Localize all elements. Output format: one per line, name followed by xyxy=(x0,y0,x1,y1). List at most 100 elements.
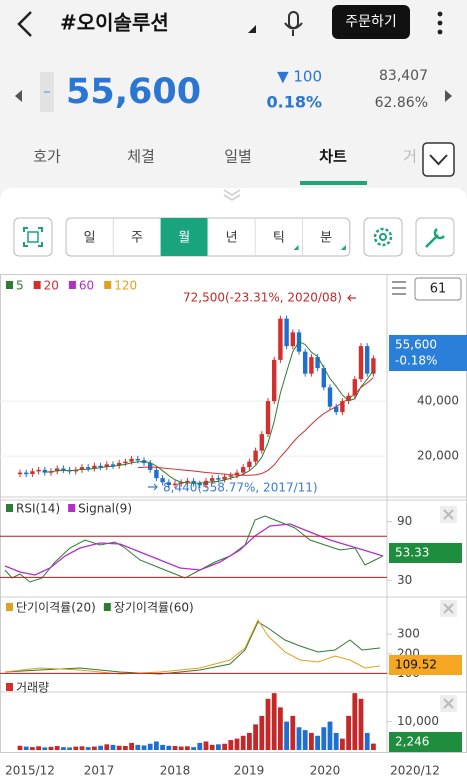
candle xyxy=(234,472,240,476)
candle xyxy=(55,468,60,472)
tab[interactable]: 거 xyxy=(403,148,417,166)
volume-bar xyxy=(110,744,116,750)
rsi-line xyxy=(4,515,384,583)
volume-bar xyxy=(141,745,147,750)
tab[interactable]: 차트 xyxy=(319,148,347,166)
volume-bar xyxy=(265,698,271,750)
candle xyxy=(327,387,333,407)
legend-swatch xyxy=(104,281,112,289)
close-icon xyxy=(443,603,454,614)
period-button[interactable]: 주 xyxy=(131,231,143,246)
candle xyxy=(247,461,252,468)
volume-bar xyxy=(358,698,364,750)
y-tick-label: 90 xyxy=(397,514,412,528)
candle xyxy=(272,359,277,402)
period-button[interactable]: 분 xyxy=(320,231,332,246)
candle xyxy=(61,468,66,470)
chart-menu-icon[interactable] xyxy=(392,281,406,295)
volume-bar xyxy=(17,745,23,750)
volume-bar xyxy=(209,744,215,750)
volume-bar xyxy=(340,738,345,750)
count-box[interactable] xyxy=(414,277,462,301)
order-button[interactable] xyxy=(332,5,410,39)
candle xyxy=(371,358,376,374)
back-button[interactable] xyxy=(17,11,32,37)
volume-bar xyxy=(197,742,203,750)
low-arrow xyxy=(148,483,158,491)
period-corner xyxy=(340,245,346,250)
volume-bar xyxy=(104,744,110,750)
current-value: 2,246 xyxy=(395,735,429,749)
candle xyxy=(160,478,165,483)
volume-bar xyxy=(85,747,91,750)
legend-swatch xyxy=(68,504,76,512)
count[interactable]: 61 xyxy=(430,282,447,297)
volume-bar xyxy=(172,746,178,750)
volume-bar xyxy=(315,735,320,750)
title-dropdown[interactable] xyxy=(248,25,256,33)
x-axis-label: 2017 xyxy=(84,764,115,778)
volume-bar xyxy=(234,738,240,750)
volume-bar xyxy=(203,741,209,750)
volume-bar xyxy=(42,747,48,750)
turnover-rate: 62.86% xyxy=(375,95,428,111)
legend-label: 장기이격률(60) xyxy=(114,601,194,615)
y-tick-label: 10,000 xyxy=(397,714,439,728)
volume-bar xyxy=(216,744,221,750)
candle xyxy=(172,483,178,486)
period-button[interactable]: 월 xyxy=(178,231,190,246)
candle xyxy=(259,434,264,451)
candle xyxy=(197,483,202,486)
order-button-label[interactable]: 주문하기 xyxy=(345,14,397,30)
candle xyxy=(303,351,308,374)
x-axis-label: 2015/12 xyxy=(5,764,55,778)
candle xyxy=(104,464,109,468)
candle xyxy=(222,476,227,480)
period-button[interactable]: 일 xyxy=(84,231,96,246)
tab-dropdown-icon xyxy=(429,154,448,166)
current-price: 55,600 xyxy=(395,338,437,352)
volume-bar xyxy=(23,746,29,750)
candle xyxy=(309,357,314,374)
prev-stock[interactable] xyxy=(15,90,22,102)
volume-bar xyxy=(222,743,227,750)
candle xyxy=(284,318,289,347)
long-disparity-line xyxy=(4,621,381,675)
more-menu[interactable] xyxy=(437,11,443,35)
legend-label: 60 xyxy=(79,279,94,293)
tab[interactable]: 일별 xyxy=(224,148,252,166)
volume-bar xyxy=(61,747,66,750)
next-stock[interactable] xyxy=(445,90,452,102)
y-tick-label: 40,000 xyxy=(417,394,459,408)
candle xyxy=(210,478,215,481)
tab-dropdown[interactable] xyxy=(422,142,455,177)
collapse-handle[interactable] xyxy=(223,189,241,201)
settings-icon xyxy=(373,227,393,247)
legend-label: 120 xyxy=(114,279,137,293)
volume-bar xyxy=(92,746,97,750)
trade-volume: 83,407 xyxy=(379,68,428,84)
volume-bar xyxy=(36,746,41,750)
volume-bar xyxy=(67,747,72,750)
volume-bar xyxy=(321,727,327,750)
moving-average-line xyxy=(137,377,374,476)
y-tick-label: 300 xyxy=(397,627,420,641)
volume-bar xyxy=(290,715,296,750)
mic-button[interactable] xyxy=(284,11,303,36)
candle xyxy=(241,467,246,473)
settings-button[interactable] xyxy=(363,217,403,257)
fullscreen-button[interactable] xyxy=(13,217,53,257)
legend-label: 5 xyxy=(16,279,24,293)
price-change-rate: 0.18% xyxy=(266,93,322,112)
tab[interactable]: 체결 xyxy=(127,148,155,166)
stock-title[interactable]: #오이솔루션 xyxy=(60,11,169,35)
legend-swatch xyxy=(68,281,76,289)
tab[interactable]: 호가 xyxy=(33,148,61,166)
period-button[interactable]: 틱 xyxy=(273,231,285,246)
volume-bar xyxy=(352,693,358,750)
active-tab-underline xyxy=(300,181,367,185)
volume-bar xyxy=(166,745,172,750)
candle xyxy=(228,475,233,477)
period-button[interactable]: 년 xyxy=(226,231,238,246)
